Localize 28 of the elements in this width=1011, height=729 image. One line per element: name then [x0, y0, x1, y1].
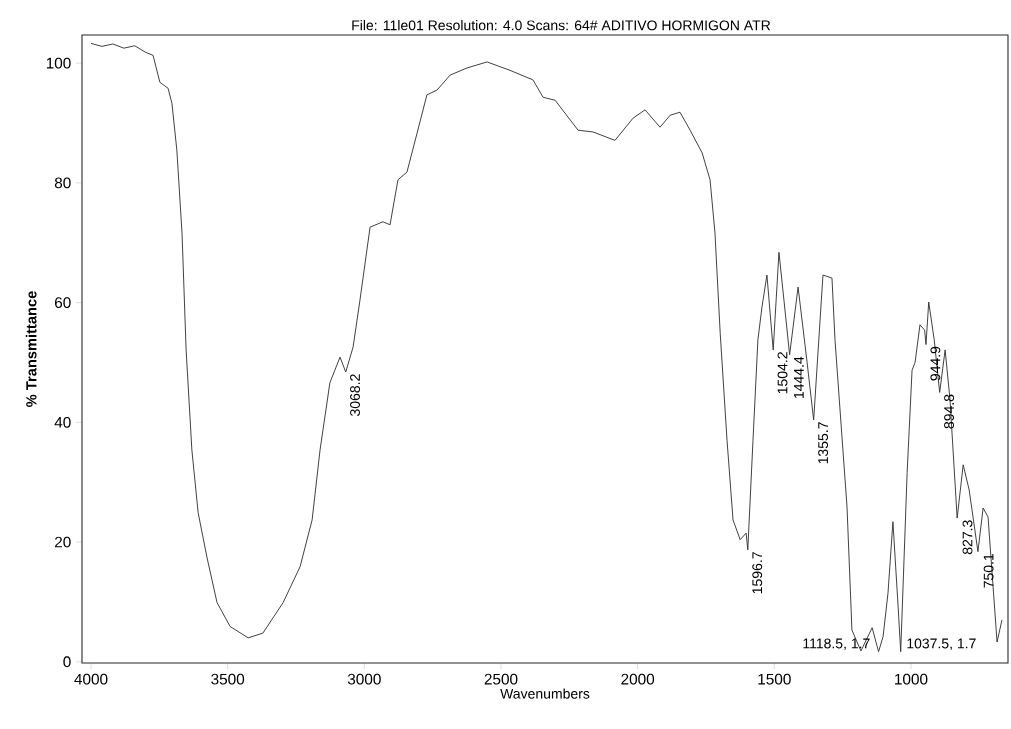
chart-title: File: 11le01 Resolution: 4.0 Scans: 64# ADITIVO HORMIGON ATR — [352, 20, 771, 31]
x-tick-label: 2500 — [484, 673, 518, 685]
x-tick-label: 3500 — [211, 673, 245, 685]
x-tick-label: 3000 — [347, 673, 381, 685]
annotation: 1596.7 — [752, 552, 763, 594]
annotation: 1118.5, 1.7 — [803, 638, 870, 651]
x-axis-title: Wavenumbers — [500, 688, 590, 699]
annotation: 1355.7 — [818, 422, 829, 464]
y-tick-label: 80 — [54, 177, 71, 189]
annotation: 750.1 — [983, 553, 994, 588]
y-tick-label: 60 — [54, 297, 71, 309]
x-tick-label: 4000 — [74, 673, 108, 685]
annotation: 1444.4 — [794, 356, 804, 399]
annotation: 944.9 — [930, 346, 941, 381]
y-tick-label: 100 — [46, 57, 71, 69]
line-series — [90, 42, 1003, 653]
annotation: 1037.5, 1.7 — [907, 638, 976, 651]
y-tick-label: 40 — [54, 416, 71, 428]
x-tick-label: 1000 — [895, 673, 928, 685]
x-tick-label: 1500 — [758, 673, 791, 685]
y-tick-label: 0 — [63, 656, 71, 668]
annotation: 827.3 — [962, 520, 973, 555]
y-axis-title: % Transmittance — [25, 291, 37, 407]
x-tick-label: 2000 — [621, 673, 655, 685]
y-tick-label: 20 — [54, 536, 71, 548]
annotation: 3068.2 — [350, 374, 360, 416]
annotation: 894.8 — [944, 394, 955, 429]
annotation: 1504.2 — [777, 352, 788, 394]
